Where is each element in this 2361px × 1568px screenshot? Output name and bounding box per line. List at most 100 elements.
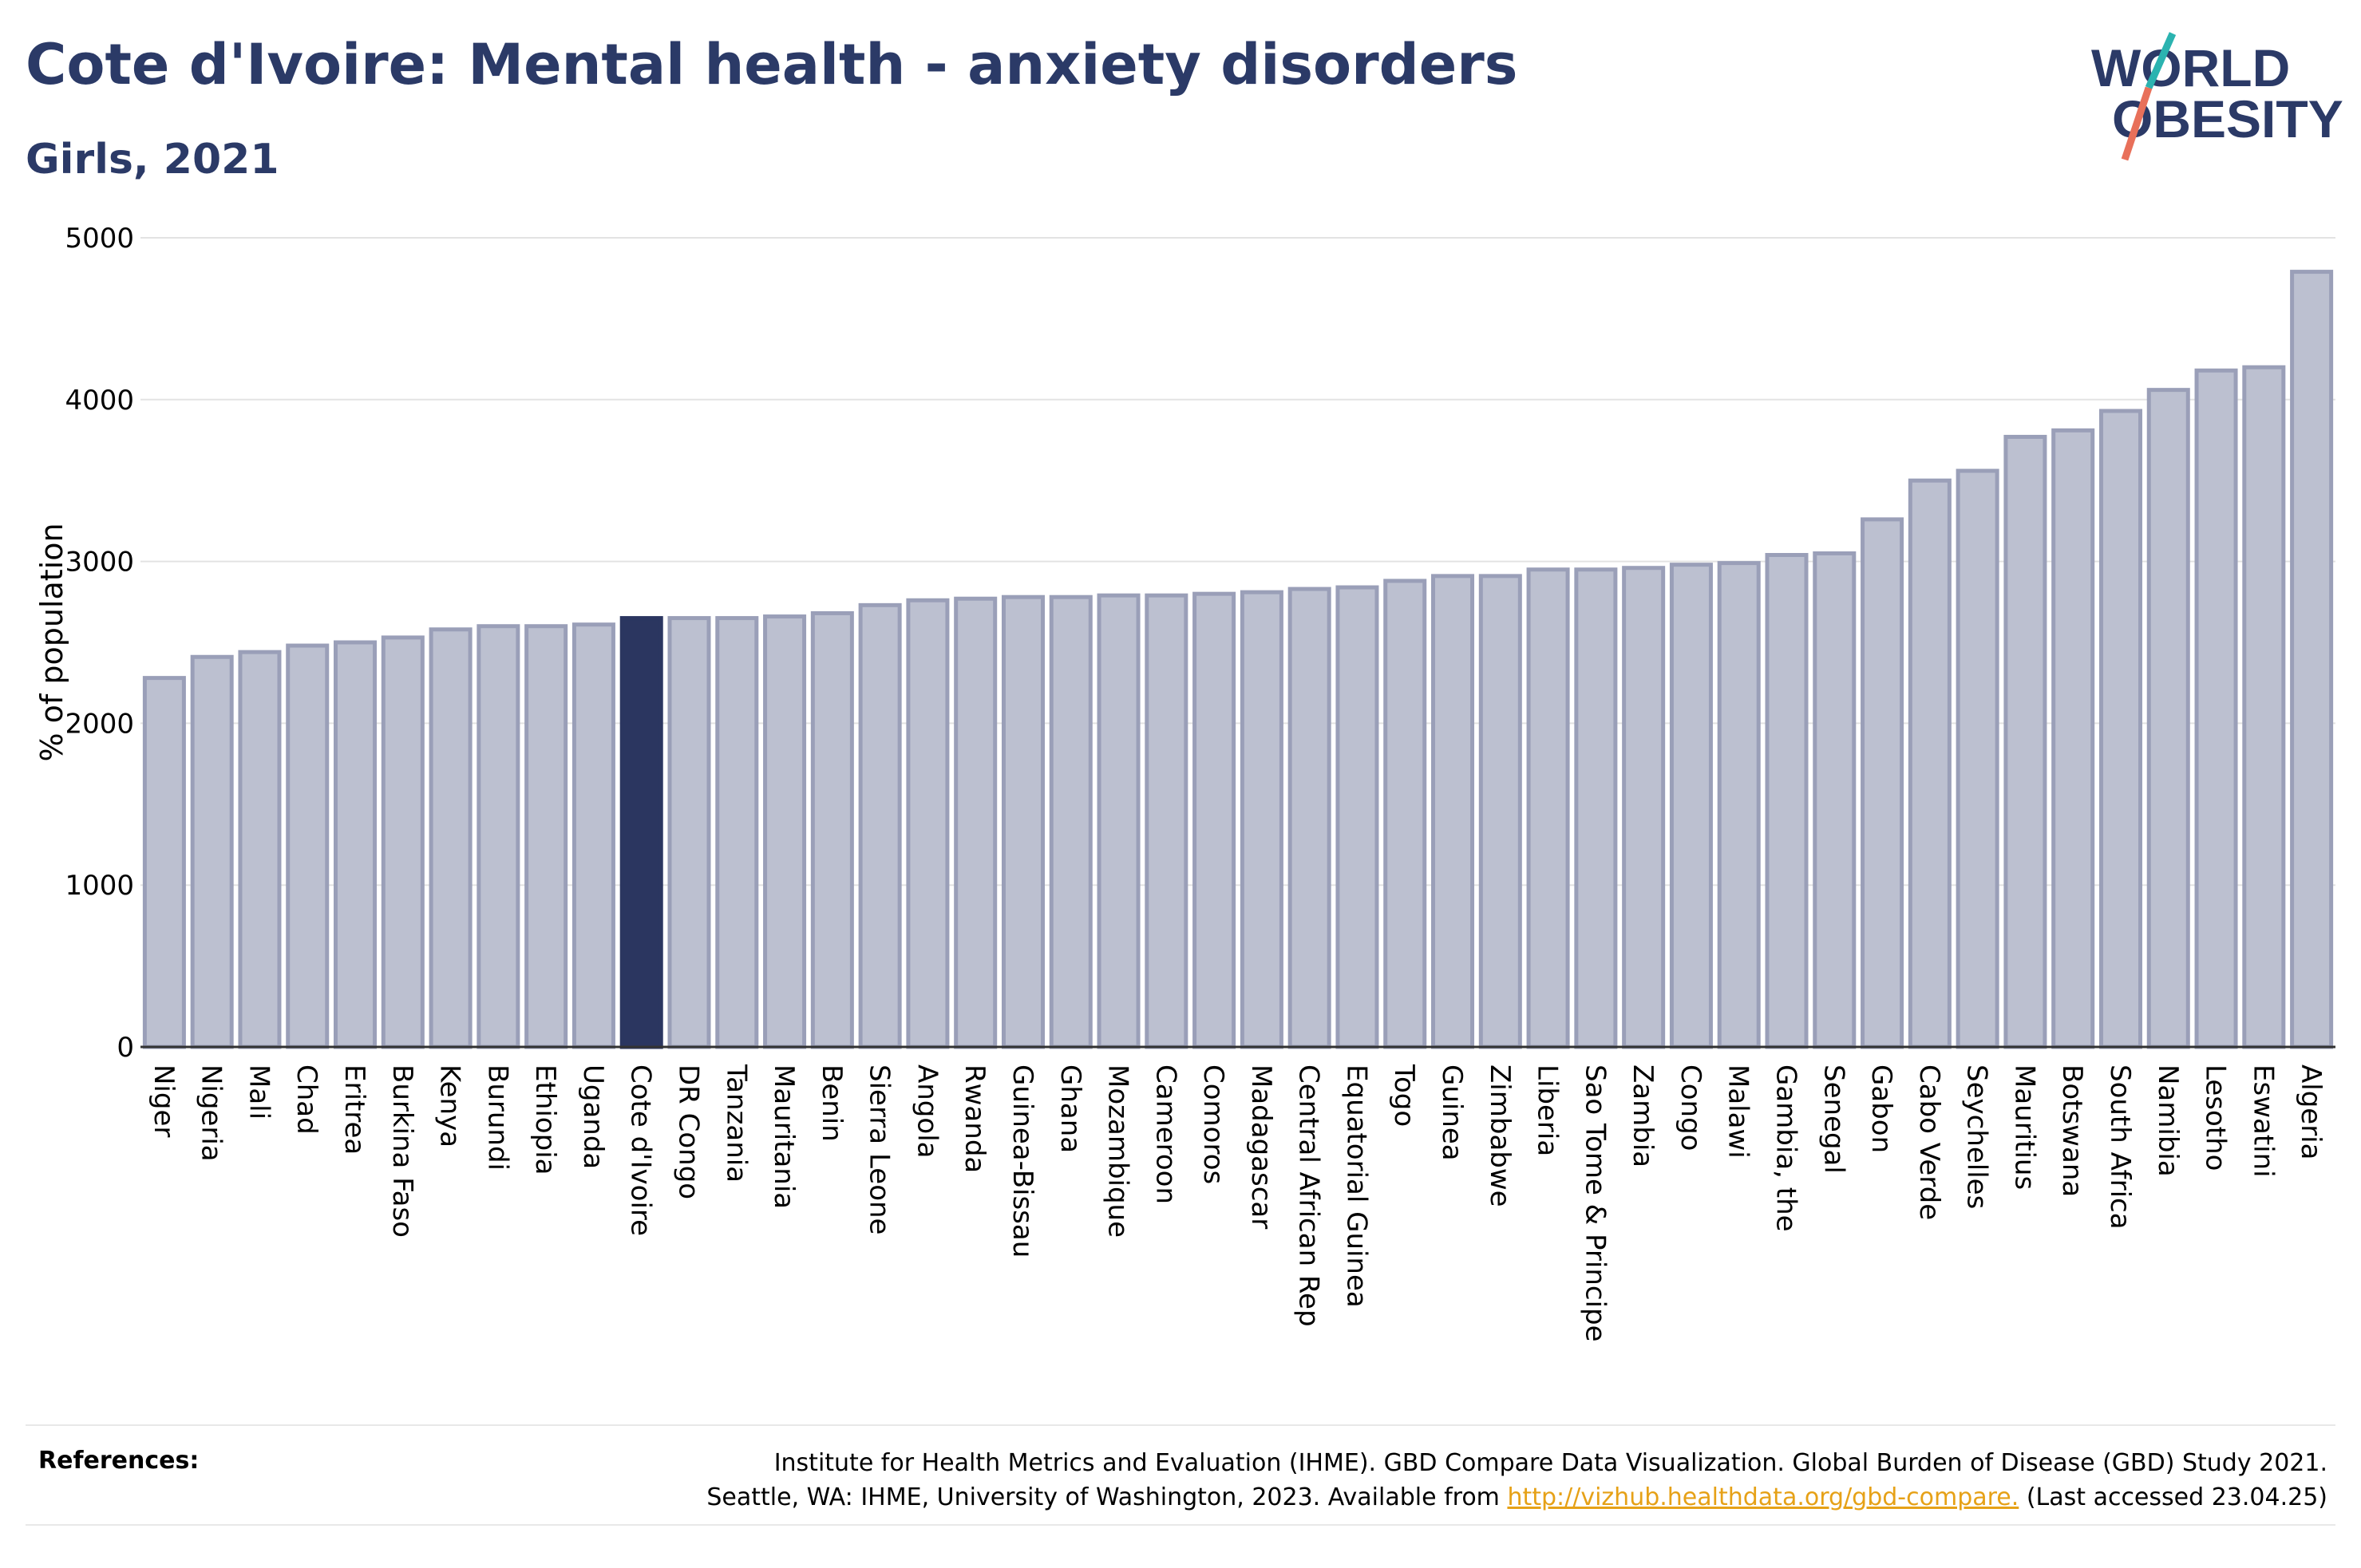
x-tick-label: Gabon [1865,1064,1897,1153]
bar [1049,594,1093,1049]
bar [1240,590,1283,1049]
bar [477,624,520,1049]
bar [1908,478,1952,1049]
footer-divider-bottom [26,1524,2335,1526]
bar [810,610,854,1049]
bar [667,616,711,1049]
reference-line-1: Institute for Health Metrics and Evaluat… [773,1449,2327,1477]
x-tick-label: Rwanda [959,1064,991,1173]
x-tick-label: Lesotho [2200,1064,2232,1171]
x-tick-label: Central African Rep [1293,1064,1325,1327]
x-tick-label: Togo [1388,1064,1420,1127]
x-tick-label: Angola [911,1064,943,1158]
bar [286,643,330,1049]
bar [1765,552,1809,1049]
x-tick-label: Guinea-Bissau [1006,1064,1038,1258]
x-tick-label: Guinea [1436,1064,1468,1161]
bar [715,616,759,1049]
x-tick-label: Eswatini [2247,1064,2279,1178]
references-label: References: [38,1447,200,1475]
bar [858,602,902,1049]
bar [429,627,473,1049]
x-tick-label: Liberia [1532,1064,1564,1156]
bar [1861,517,1904,1049]
x-tick-label: Algeria [2295,1064,2327,1159]
reference-line-2-suffix: (Last accessed 23.04.25) [2019,1483,2327,1511]
logo-text-world: WORLD [2091,38,2290,97]
x-tick-label: Sao Tome & Principe [1579,1064,1611,1342]
bar [1192,591,1236,1049]
y-tick-label: 4000 [65,385,134,417]
x-tick-label: Sierra Leone [864,1064,896,1234]
x-tick-label: Ethiopia [529,1064,561,1175]
x-tick-label: Mozambique [1102,1064,1134,1238]
bar [619,616,663,1049]
bar [1478,574,1522,1049]
x-tick-label: Zambia [1627,1064,1659,1167]
x-tick-label: Mauritania [768,1064,800,1209]
bar [1097,593,1141,1049]
bar [1813,551,1857,1049]
bar [1335,585,1379,1049]
bar [1001,594,1045,1049]
x-tick-label: Tanzania [720,1064,752,1183]
y-tick-label: 5000 [65,223,134,255]
x-tick-label: Ghana [1054,1064,1086,1153]
bar [763,614,807,1049]
x-tick-label: Burkina Faso [386,1064,418,1238]
x-tick-label: Zimbabwe [1484,1064,1516,1207]
bar [2098,409,2142,1049]
bar-chart: 0 1000 2000 3000 4000 5000 % of population Nige… [34,223,2335,1342]
x-tick-label: Namibia [2152,1064,2184,1177]
world-obesity-logo: WORLD OBESITY [2091,32,2343,161]
y-tick-label: 0 [117,1032,134,1064]
bar [954,596,998,1049]
x-tick-label: Botswana [2056,1064,2088,1197]
x-tick-label: Madagascar [1245,1064,1277,1229]
chart-title: Cote d'Ivoire: Mental health - anxiety d… [26,32,1518,97]
y-tick-label: 2000 [65,708,134,740]
bar [1574,567,1618,1049]
bar [1956,468,1999,1049]
y-tick-label: 3000 [65,547,134,579]
bar [381,635,425,1049]
bar [571,622,615,1049]
x-tick-label: Nigeria [196,1064,227,1162]
x-tick-label: Cameroon [1149,1064,1181,1204]
bar [1145,593,1188,1049]
x-tick-label: Mauritius [2008,1064,2040,1190]
bar [238,650,282,1049]
y-axis-title: % of population [34,523,69,761]
x-tick-label: South Africa [2104,1064,2136,1230]
x-tick-label: Seychelles [1961,1064,1993,1209]
reference-line-2-prefix: Seattle, WA: IHME, University of Washing… [706,1483,1508,1511]
x-tick-label: Chad [291,1064,322,1135]
bar [2003,434,2047,1049]
x-tick-label: Malawi [1722,1064,1754,1159]
x-tick-label: Gambia, the [1770,1064,1802,1232]
bar [142,676,186,1049]
bar [1622,566,1666,1049]
x-tick-label: Comoros [1197,1064,1229,1184]
bar [2051,428,2095,1049]
bar [334,640,378,1049]
x-tick-label: Kenya [434,1064,466,1147]
chart-subtitle: Girls, 2021 [26,136,279,184]
x-tick-label: Uganda [577,1064,609,1169]
bar [524,624,568,1049]
x-tick-label: Congo [1675,1064,1706,1151]
bar [1287,587,1331,1049]
x-tick-label: Cabo Verde [1913,1064,1945,1220]
bar [1383,579,1427,1049]
x-tick-label: Mali [243,1064,275,1120]
y-tick-label: 1000 [65,870,134,902]
x-tick-label: Benin [816,1064,848,1142]
bar [190,654,234,1049]
x-tick-label: Senegal [1817,1064,1849,1174]
footer-divider-top [26,1424,2335,1426]
x-tick-label: Burundi [481,1064,513,1171]
x-tick-label: Niger [148,1064,180,1137]
x-tick-label: Eritrea [338,1064,370,1155]
bar [1526,567,1570,1049]
reference-link[interactable]: http://vizhub.healthdata.org/gbd-compare… [1507,1483,2019,1511]
